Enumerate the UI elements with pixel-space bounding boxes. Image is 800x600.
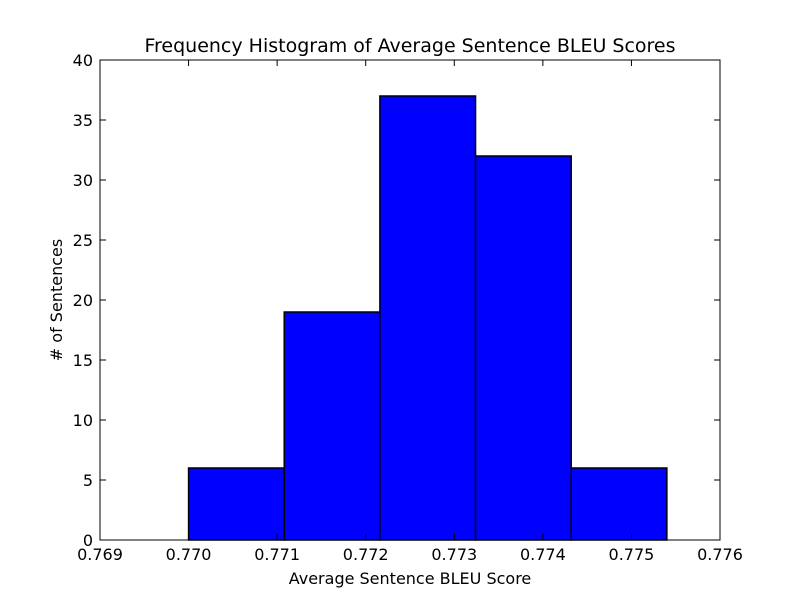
y-tick-label: 20: [73, 291, 93, 310]
x-tick-label: 0.776: [697, 545, 743, 564]
histogram-bar: [474, 155, 572, 541]
x-tick-label: 0.775: [609, 545, 655, 564]
y-tick-label: 30: [73, 171, 93, 190]
y-tick-label: 10: [73, 411, 93, 430]
x-axis-label: Average Sentence BLEU Score: [289, 569, 532, 588]
histogram-bar: [187, 467, 285, 541]
y-axis-label: # of Sentences: [47, 239, 66, 361]
plot-frame: [99, 59, 721, 541]
y-tick-label: 15: [73, 351, 93, 370]
chart-title: Frequency Histogram of Average Sentence …: [144, 35, 675, 57]
x-tick-label: 0.772: [343, 545, 389, 564]
histogram-bar: [283, 311, 381, 541]
bars-layer: [187, 95, 668, 541]
x-tick-label: 0.769: [77, 545, 123, 564]
x-tick-label: 0.774: [520, 545, 566, 564]
x-tick-label: 0.773: [431, 545, 477, 564]
histogram-bar: [570, 467, 668, 541]
tick-labels-layer: 0.769 0.770 0.771 0.772 0.773 0.774 0.775 0.776…: [73, 51, 743, 564]
y-tick-label: 5: [83, 471, 93, 490]
y-tick-label: 40: [73, 51, 93, 70]
histogram-bar: [379, 95, 477, 541]
y-tick-label: 25: [73, 231, 93, 250]
y-tick-label: 0: [83, 531, 93, 550]
y-tick-label: 35: [73, 111, 93, 130]
x-tick-label: 0.770: [166, 545, 212, 564]
x-tick-label: 0.771: [254, 545, 300, 564]
